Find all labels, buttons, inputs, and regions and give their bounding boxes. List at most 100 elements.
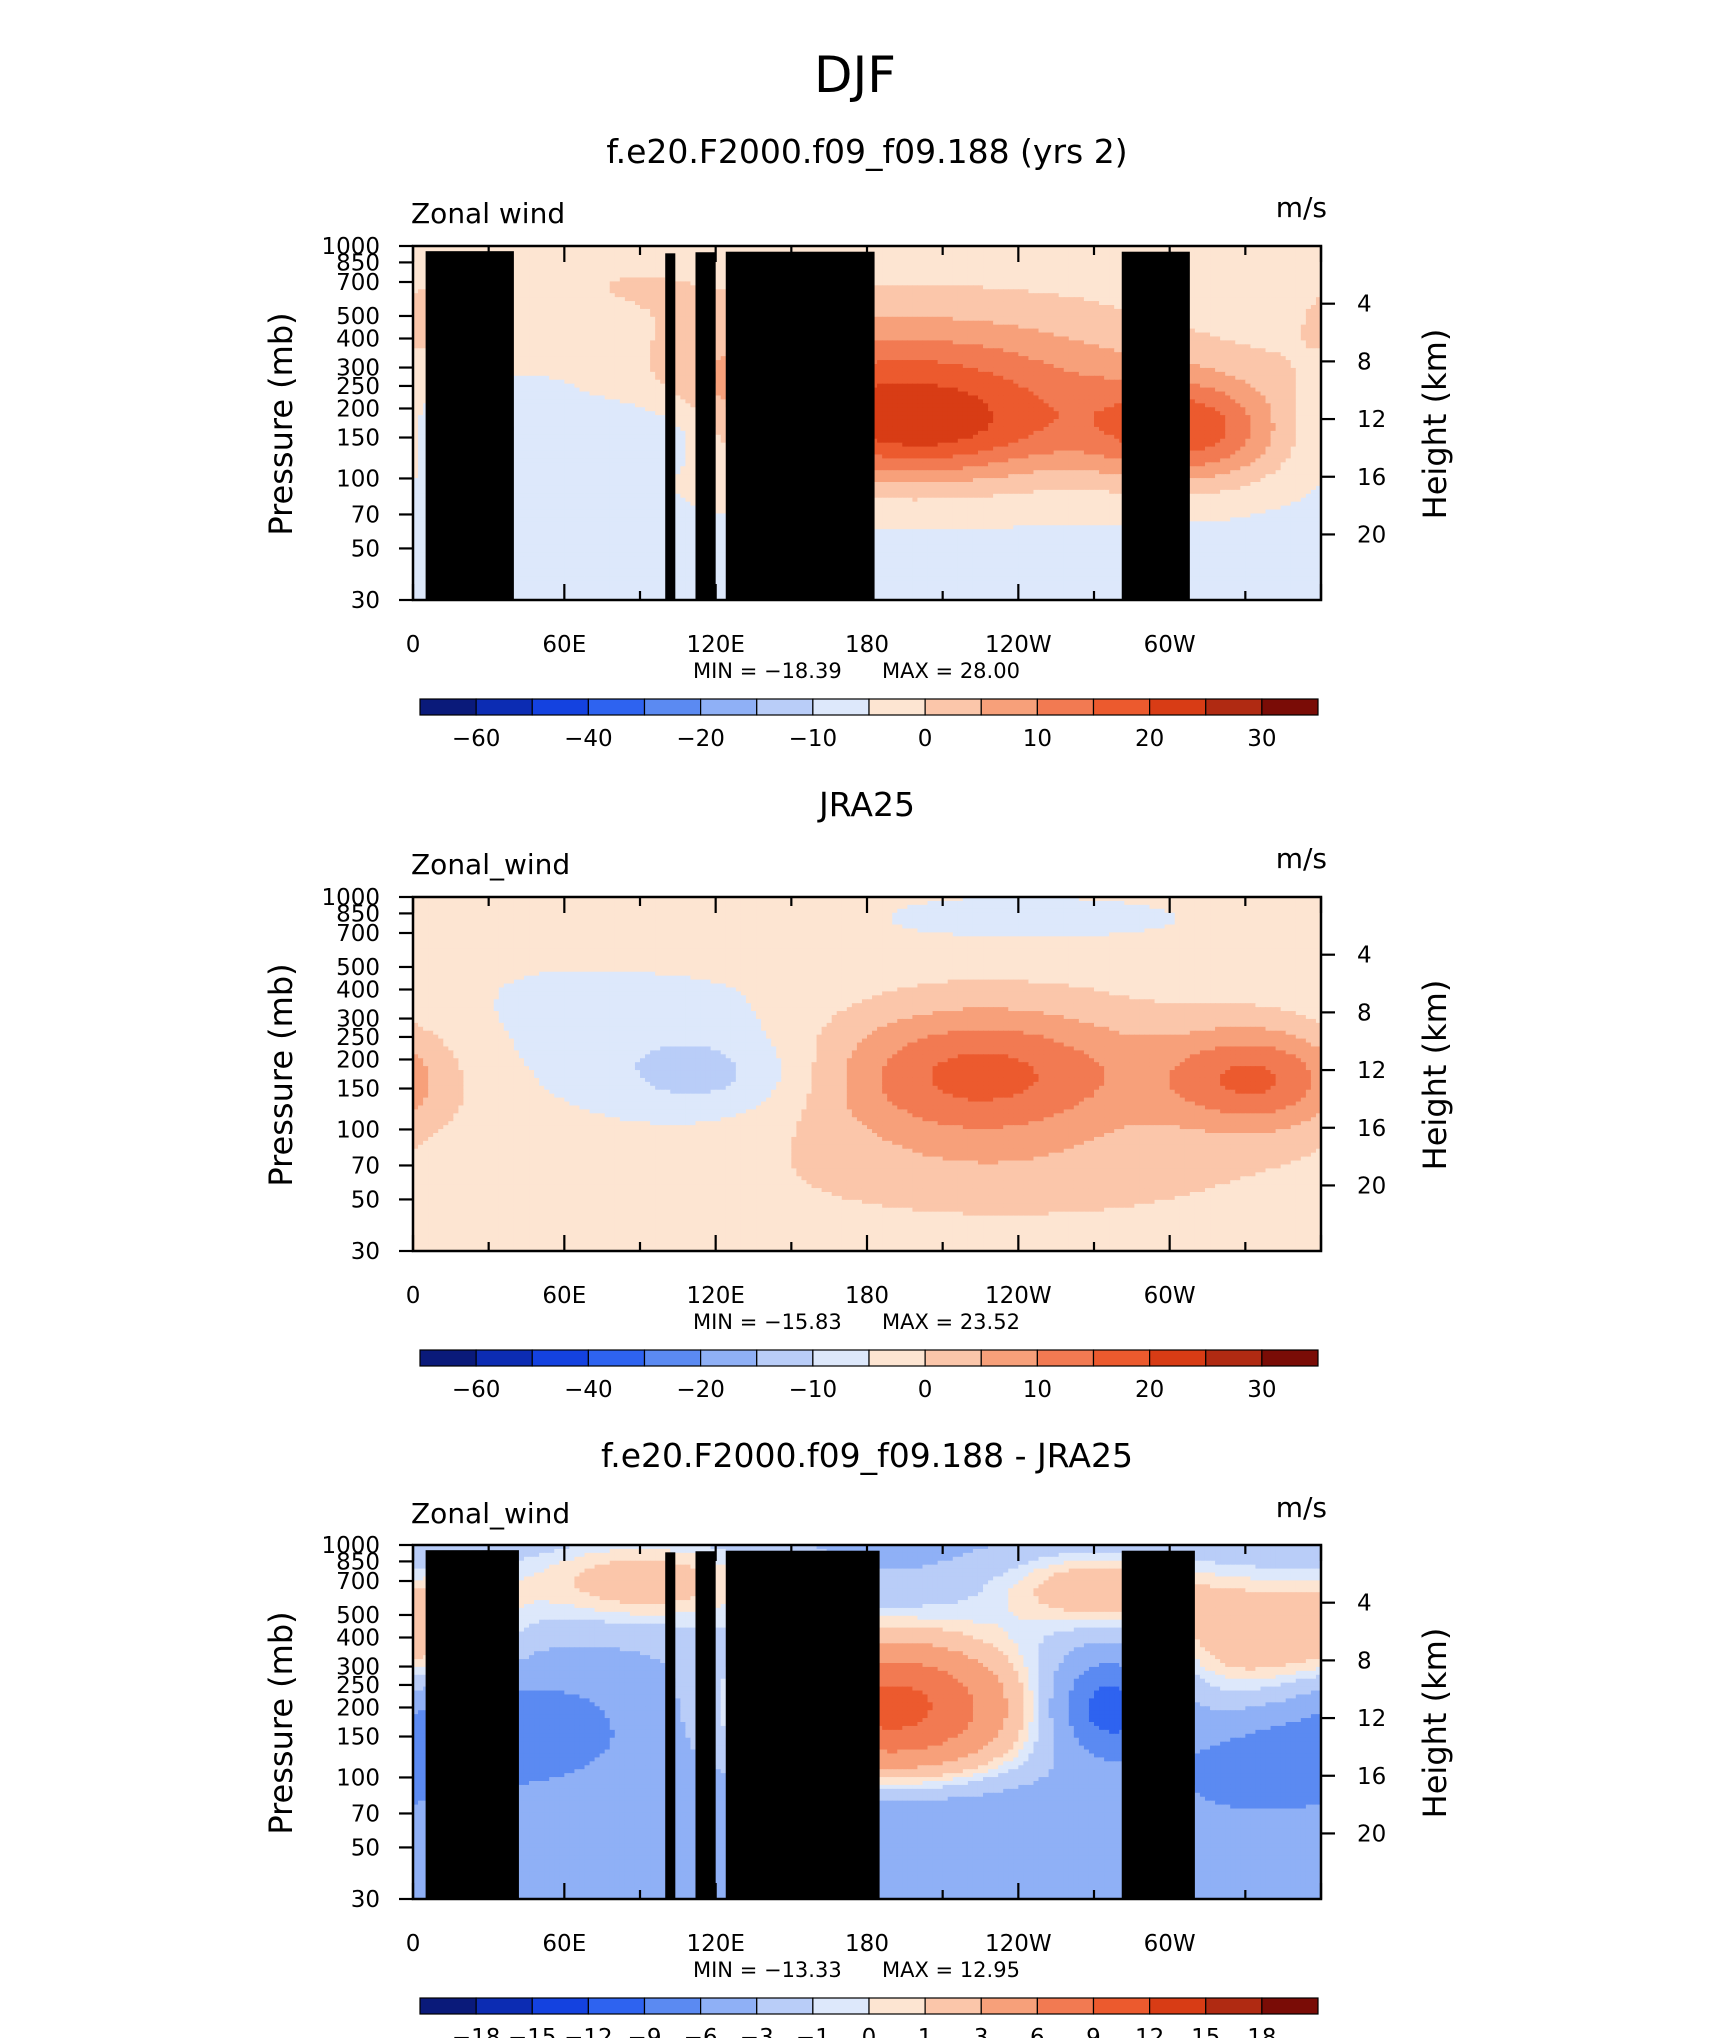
field-cell [514, 270, 520, 275]
field-cell [1271, 270, 1277, 275]
field-cell [958, 277, 964, 282]
field-cell [892, 262, 898, 267]
field-cell [1008, 262, 1014, 267]
field-cell [418, 301, 424, 306]
field-cell [887, 285, 893, 290]
field-cell [559, 293, 565, 298]
field-cell [1190, 258, 1196, 263]
field-cell [973, 281, 979, 286]
field-cell [620, 262, 626, 267]
field-cell [907, 285, 913, 290]
field-cell [1276, 270, 1282, 275]
field-cell [983, 258, 989, 263]
field-cell [645, 258, 651, 263]
field-cell [1291, 281, 1297, 286]
field-cell [615, 266, 621, 271]
field-cell [902, 262, 908, 267]
field-cell [554, 285, 560, 290]
field-cell [1255, 250, 1261, 255]
field-cell [610, 262, 616, 267]
field-cell [1033, 293, 1039, 298]
field-cell [721, 277, 727, 282]
field-cell [640, 289, 646, 294]
field-cell [1195, 285, 1201, 290]
field-cell [1039, 274, 1045, 279]
field-cell [660, 277, 666, 282]
field-cell [1079, 266, 1085, 271]
field-cell [1245, 277, 1251, 282]
field-cell [635, 258, 641, 263]
field-cell [645, 270, 651, 275]
field-cell [892, 293, 898, 298]
field-cell [640, 266, 646, 271]
field-cell [917, 281, 923, 286]
field-cell [922, 258, 928, 263]
field-cell [1104, 250, 1110, 255]
field-cell [1301, 293, 1307, 298]
field-cell [953, 277, 959, 282]
field-cell [635, 270, 641, 275]
field-cell [1235, 270, 1241, 275]
field-cell [534, 258, 540, 263]
field-cell [675, 258, 681, 263]
field-cell [1255, 289, 1261, 294]
field-cell [1104, 266, 1110, 271]
field-cell [993, 297, 999, 302]
field-cell [1013, 262, 1019, 267]
field-cell [569, 281, 575, 286]
field-cell [524, 250, 530, 255]
field-cell [973, 277, 979, 282]
field-cell [1099, 266, 1105, 271]
field-cell [902, 274, 908, 279]
field-cell [716, 281, 722, 286]
field-cell [938, 281, 944, 286]
field-cell [958, 262, 964, 267]
field-cell [948, 281, 954, 286]
field-cell [1311, 258, 1317, 263]
field-cell [1301, 277, 1307, 282]
field-cell [1225, 250, 1231, 255]
field-cell [1311, 274, 1317, 279]
field-cell [1094, 274, 1100, 279]
field-cell [1301, 250, 1307, 255]
field-cell [1271, 254, 1277, 259]
field-cell [675, 293, 681, 298]
field-cell [993, 277, 999, 282]
field-cell [877, 281, 883, 286]
field-cell [615, 250, 621, 255]
field-cell [680, 266, 686, 271]
field-cell [595, 258, 601, 263]
field-cell [988, 293, 994, 298]
field-cell [610, 297, 616, 302]
field-cell [1049, 277, 1055, 282]
field-cell [1245, 270, 1251, 275]
field-cell [610, 274, 616, 279]
field-cell [1008, 285, 1014, 290]
field-cell [1094, 285, 1100, 290]
field-cell [877, 266, 883, 271]
field-cell [943, 277, 949, 282]
field-cell [1190, 293, 1196, 298]
field-cell [973, 293, 979, 298]
field-cell [902, 254, 908, 259]
field-cell [1220, 270, 1226, 275]
field-cell [1250, 285, 1256, 290]
field-cell [1291, 297, 1297, 302]
field-cell [938, 274, 944, 279]
field-cell [519, 262, 525, 267]
field-cell [1099, 297, 1105, 302]
field-cell [1109, 297, 1115, 302]
field-cell [902, 277, 908, 282]
field-cell [569, 250, 575, 255]
field-cell [958, 250, 964, 255]
field-cell [1049, 250, 1055, 255]
field-cell [1089, 270, 1095, 275]
field-cell [958, 274, 964, 279]
field-cell [1205, 285, 1211, 290]
field-cell [948, 277, 954, 282]
field-cell [978, 293, 984, 298]
field-cell [549, 250, 555, 255]
field-cell [615, 289, 621, 294]
field-cell [1255, 262, 1261, 267]
field-cell [1225, 277, 1231, 282]
